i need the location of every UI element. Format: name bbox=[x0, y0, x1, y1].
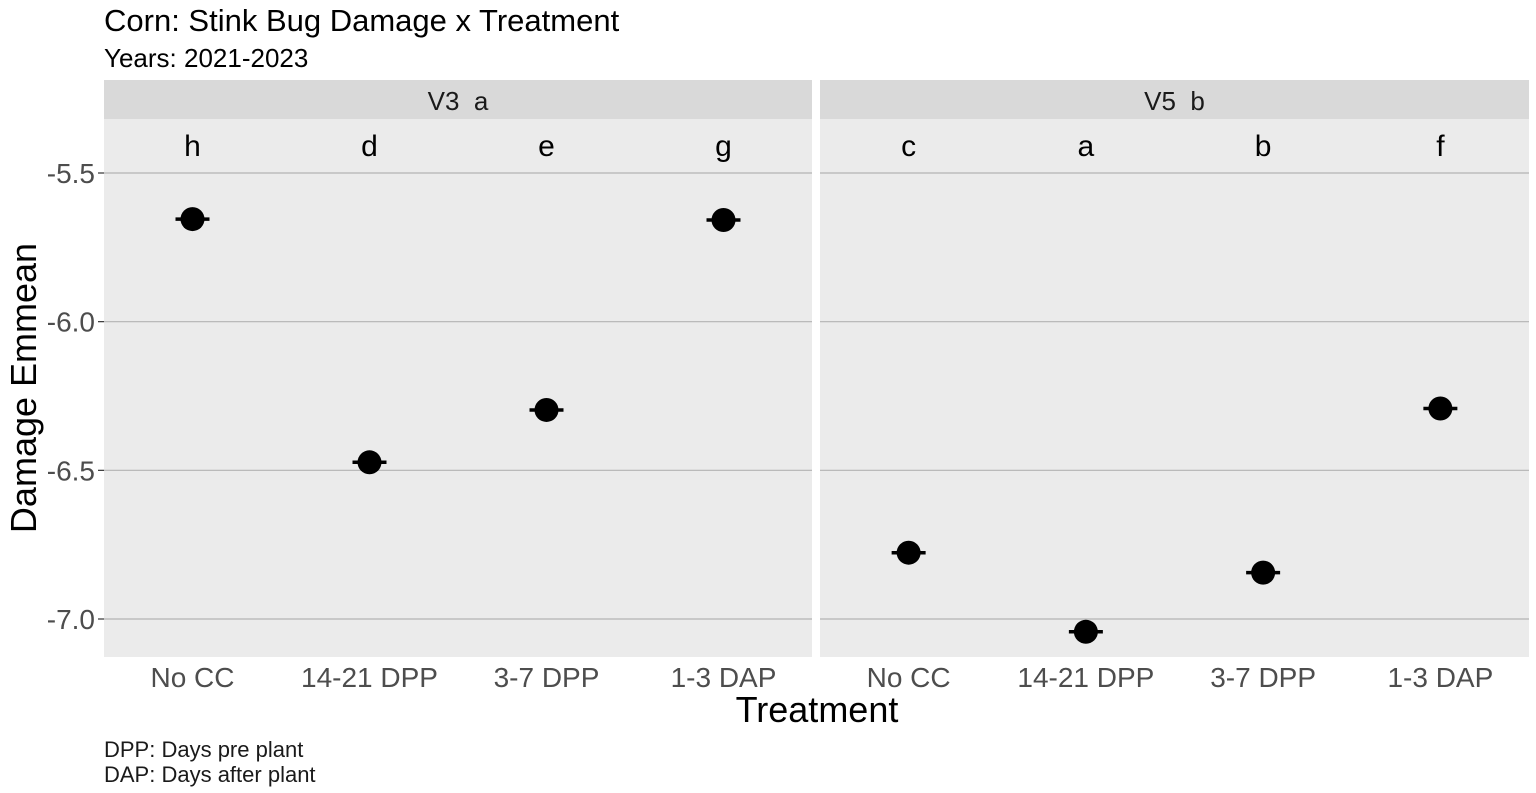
significance-letter: h bbox=[184, 130, 201, 163]
significance-letter: c bbox=[901, 130, 916, 163]
x-tick-label: 14-21 DPP bbox=[301, 662, 438, 693]
plot-layer: V3 a h No CC d 14-21 DPP e 3-7 DPP g 1-3 DAP V5 b… bbox=[47, 80, 1529, 693]
data-point bbox=[1073, 619, 1098, 644]
x-tick-label: 3-7 DPP bbox=[1210, 662, 1316, 693]
significance-letter: f bbox=[1436, 130, 1445, 163]
panel-background bbox=[820, 119, 1529, 657]
y-tick-label: -7.0 bbox=[47, 604, 95, 635]
significance-letter: a bbox=[1078, 130, 1095, 163]
caption-line-1: DPP: Days pre plant bbox=[104, 737, 303, 762]
x-axis-label: Treatment bbox=[736, 689, 899, 730]
y-axis-label: Damage Emmean bbox=[3, 243, 44, 533]
facet-strip bbox=[820, 80, 1529, 119]
y-tick-label: -6.0 bbox=[47, 307, 95, 338]
data-point bbox=[896, 540, 921, 565]
significance-letter: b bbox=[1255, 130, 1272, 163]
x-tick-label: 1-3 DAP bbox=[671, 662, 777, 693]
data-point bbox=[357, 450, 382, 475]
data-point bbox=[534, 397, 559, 422]
x-tick-label: 3-7 DPP bbox=[494, 662, 600, 693]
panel-background bbox=[104, 119, 812, 657]
chart-title: Corn: Stink Bug Damage x Treatment bbox=[104, 3, 620, 38]
y-tick-label: -6.5 bbox=[47, 455, 95, 486]
data-point bbox=[711, 207, 736, 232]
facet-strip-label: V5 b bbox=[1144, 86, 1205, 116]
y-tick-label: -5.5 bbox=[47, 158, 95, 189]
facet-strip bbox=[104, 80, 812, 119]
data-point bbox=[1428, 396, 1453, 421]
data-point bbox=[1251, 560, 1276, 585]
x-tick-label: 14-21 DPP bbox=[1017, 662, 1154, 693]
chart-subtitle: Years: 2021-2023 bbox=[104, 43, 308, 73]
facet-strip-label: V3 a bbox=[428, 86, 489, 116]
data-point bbox=[180, 207, 205, 232]
x-tick-label: No CC bbox=[150, 662, 234, 693]
x-tick-label: 1-3 DAP bbox=[1387, 662, 1493, 693]
caption-line-2: DAP: Days after plant bbox=[104, 762, 316, 787]
x-tick-label: No CC bbox=[867, 662, 951, 693]
significance-letter: g bbox=[715, 130, 732, 163]
significance-letter: e bbox=[538, 130, 555, 163]
significance-letter: d bbox=[361, 130, 378, 163]
